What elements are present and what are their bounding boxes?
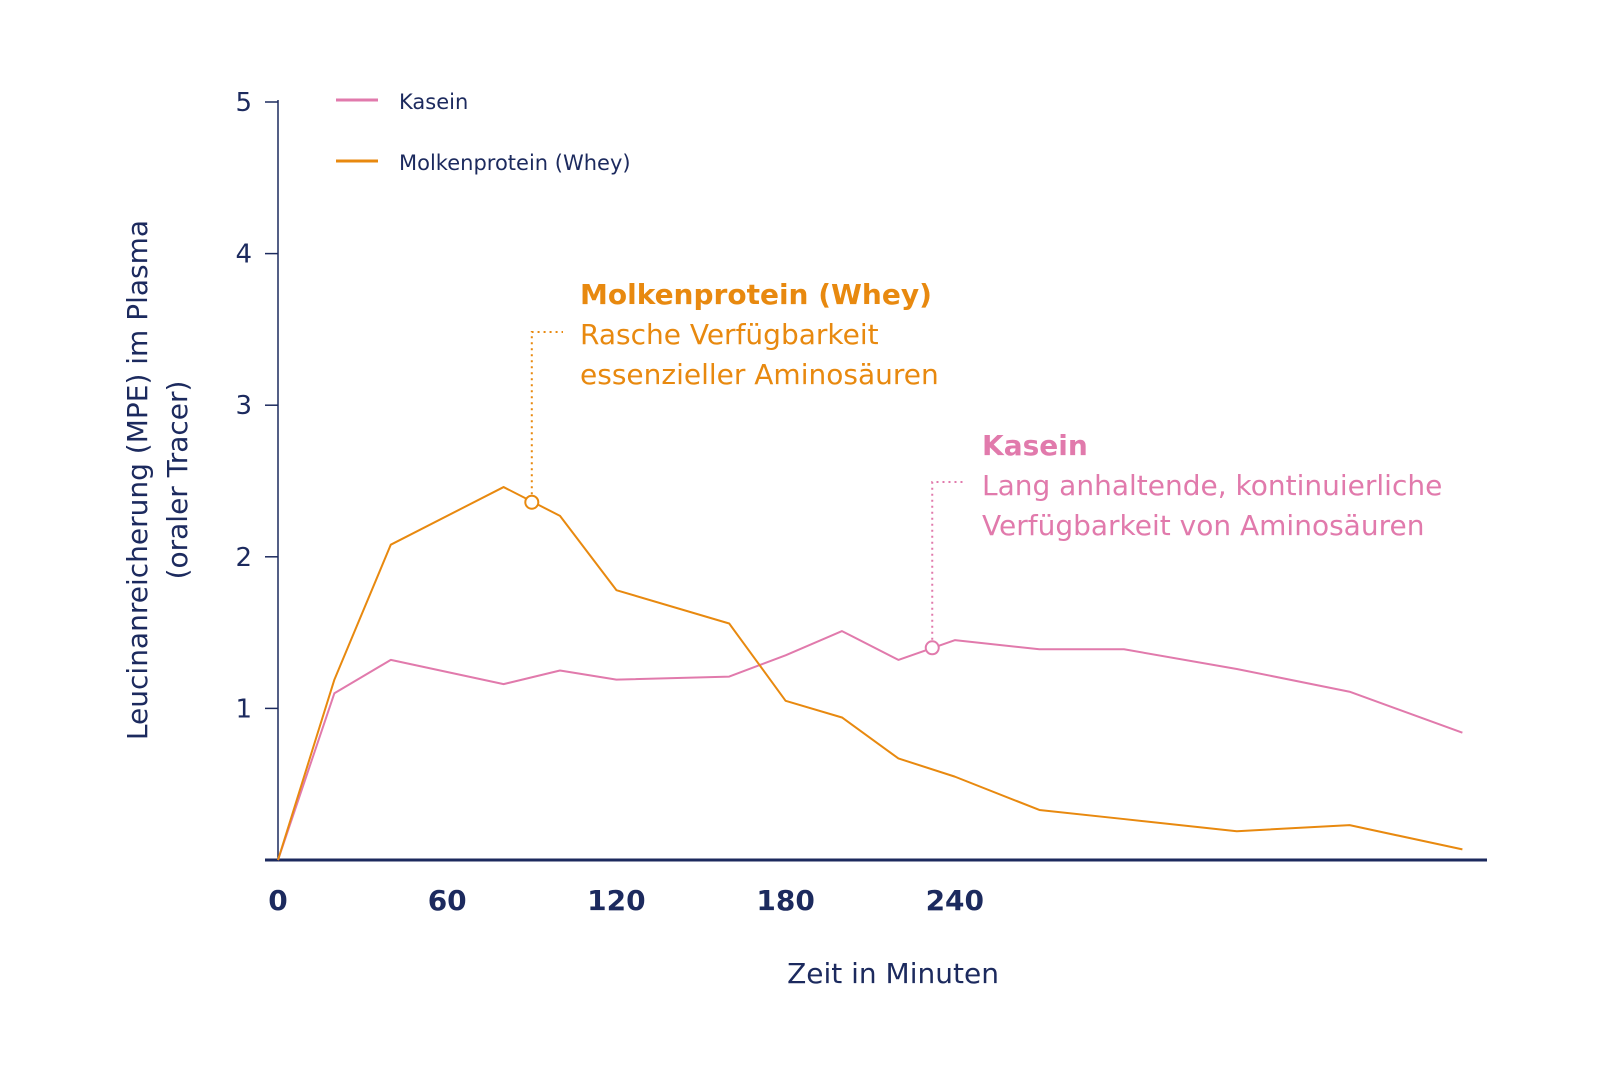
annotation-whey-leader — [530, 331, 563, 495]
legend: Kasein Molkenprotein (Whey) — [336, 90, 631, 175]
x-tick-label: 240 — [926, 884, 984, 917]
x-ticks: 0 60 120 180 240 — [268, 884, 984, 917]
annotation-whey-line2: essenzieller Aminosäuren — [580, 358, 939, 391]
x-tick-label: 180 — [756, 884, 814, 917]
y-tick-label: 2 — [235, 543, 252, 573]
legend-label-whey: Molkenprotein (Whey) — [399, 151, 631, 175]
x-tick-label: 0 — [268, 884, 287, 917]
series-line-kasein — [277, 630, 1463, 861]
y-ticks: 1 2 3 4 5 — [235, 88, 278, 724]
y-tick-label: 3 — [235, 391, 252, 421]
annotation-whey-line1: Rasche Verfügbarkeit — [580, 318, 879, 351]
x-tick-label: 120 — [587, 884, 645, 917]
y-tick-label: 4 — [235, 240, 252, 270]
annotation-kasein-line1: Lang anhaltende, kontinuierliche — [982, 469, 1442, 502]
annotation-kasein-title: Kasein — [982, 429, 1088, 462]
x-axis-title: Zeit in Minuten — [787, 957, 999, 990]
y-axis-title: Leucinanreicherung (MPE) im Plasma (oral… — [121, 220, 194, 740]
annotation-whey: Molkenprotein (Whey) Rasche Verfügbarkei… — [524, 278, 939, 510]
y-tick-label: 5 — [235, 88, 252, 118]
y-axis-title-line1: Leucinanreicherung (MPE) im Plasma — [121, 220, 154, 740]
annotation-kasein-marker — [924, 640, 940, 656]
y-axis-title-line2: (oraler Tracer) — [161, 381, 194, 580]
y-tick-label: 1 — [235, 694, 252, 724]
axes — [265, 100, 1487, 862]
annotation-kasein-line2: Verfügbarkeit von Aminosäuren — [982, 509, 1424, 542]
annotation-kasein: Kasein Lang anhaltende, kontinuierliche … — [924, 429, 1442, 656]
annotation-whey-title: Molkenprotein (Whey) — [580, 278, 932, 311]
series-line-whey — [277, 486, 1463, 861]
annotation-whey-marker — [524, 494, 540, 510]
x-tick-label: 60 — [428, 884, 467, 917]
annotation-kasein-leader — [931, 481, 966, 640]
legend-label-kasein: Kasein — [399, 90, 468, 114]
